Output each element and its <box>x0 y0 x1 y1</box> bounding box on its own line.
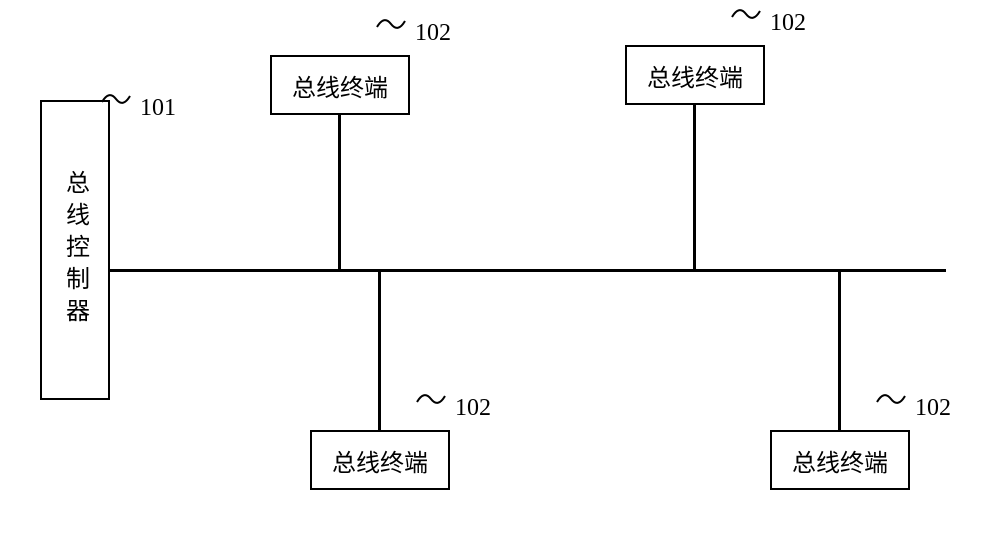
stub-line-top-right <box>693 105 696 270</box>
ref-wave-icon <box>415 390 447 413</box>
bus-terminal-label: 总线终端 <box>292 68 388 103</box>
stub-line-top-left <box>338 115 341 270</box>
ref-wave-icon <box>100 90 132 113</box>
main-bus-line <box>110 269 946 272</box>
bus-terminal-label: 总线终端 <box>332 443 428 478</box>
stub-line-bottom-left <box>378 271 381 431</box>
stub-line-bottom-right <box>838 271 841 431</box>
bus-terminal-bottom-left-node: 总线终端 <box>310 430 450 490</box>
bus-topology-diagram: 总线控制器 101 总线终端 102 总线终端 102 总线终端 102 总线终… <box>0 0 1000 554</box>
bus-controller-node: 总线控制器 <box>40 100 110 400</box>
bus-terminal-label: 总线终端 <box>792 443 888 478</box>
bus-terminal-bottom-right-node: 总线终端 <box>770 430 910 490</box>
bus-controller-label: 总线控制器 <box>58 170 93 330</box>
ref-wave-icon <box>375 15 407 38</box>
ref-wave-icon <box>875 390 907 413</box>
bus-terminal-ref: 102 <box>415 20 451 47</box>
bus-terminal-label: 总线终端 <box>647 58 743 93</box>
bus-terminal-ref: 102 <box>915 395 951 422</box>
ref-wave-icon <box>730 5 762 28</box>
bus-terminal-top-right-node: 总线终端 <box>625 45 765 105</box>
bus-terminal-ref: 102 <box>455 395 491 422</box>
bus-terminal-top-left-node: 总线终端 <box>270 55 410 115</box>
bus-terminal-ref: 102 <box>770 10 806 37</box>
bus-controller-ref: 101 <box>140 95 176 122</box>
